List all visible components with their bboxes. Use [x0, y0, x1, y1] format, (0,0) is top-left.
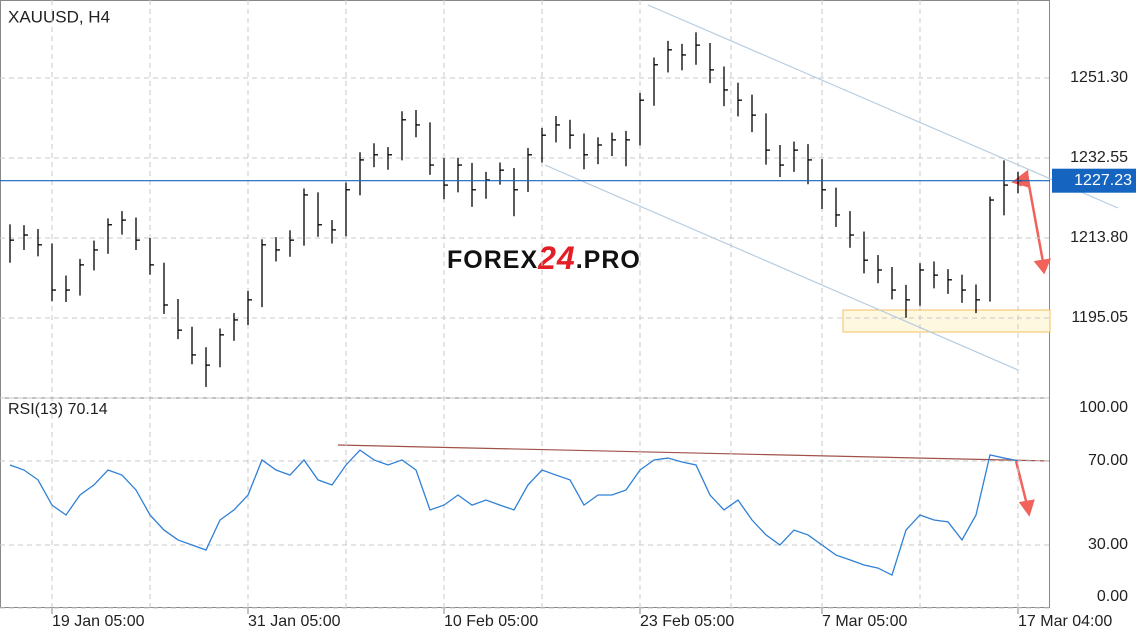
watermark-part: .PRO [576, 246, 641, 274]
x-tick-label: 31 Jan 05:00 [248, 613, 341, 630]
arrow-head [1018, 499, 1035, 517]
support-zone [842, 309, 1051, 333]
y-tick-label: 1251.30 [1070, 69, 1128, 86]
watermark: FOREX24.PRO [447, 240, 641, 276]
rsi-trendline [337, 444, 1051, 462]
y-tick-label: 1232.55 [1070, 149, 1128, 166]
x-tick-label: 7 Mar 05:00 [822, 613, 907, 630]
watermark-part: 24 [537, 240, 576, 276]
rsi-last: 70.14 [68, 401, 108, 418]
rsi-line [9, 449, 1019, 576]
last-price-box [1052, 168, 1136, 193]
y-tick-label: 100.00 [1079, 399, 1128, 416]
x-tick-label: 10 Feb 05:00 [444, 613, 538, 630]
x-tick-label: 23 Feb 05:00 [640, 613, 734, 630]
channel-upper [647, 4, 1119, 209]
y-tick-label: 1195.05 [1071, 309, 1128, 326]
x-tick-label: 19 Jan 05:00 [52, 613, 145, 630]
y-tick-label: 30.00 [1088, 536, 1128, 553]
x-tick-label: 17 Mar 04:00 [1018, 613, 1112, 630]
price-bars [9, 32, 1022, 387]
annotation-arrows [1011, 169, 1052, 517]
y-tick-label: 0.00 [1097, 588, 1128, 605]
y-tick-label: 70.00 [1088, 452, 1128, 469]
plot-frame [0, 0, 1050, 608]
last-price-label: 1227.23 [1074, 172, 1132, 189]
channel-lower [544, 164, 1019, 371]
chart-title: XAUUSD, H4 [8, 7, 110, 26]
rsi-name: RSI(13) [8, 401, 63, 418]
watermark-part: FOREX [447, 246, 538, 274]
y-tick-label: 1213.80 [1070, 229, 1128, 246]
arrow-head [1011, 169, 1030, 188]
arrow-head [1033, 258, 1052, 275]
arrow-line [1018, 170, 1045, 263]
rsi-title: RSI(13) 70.14 [8, 401, 108, 418]
